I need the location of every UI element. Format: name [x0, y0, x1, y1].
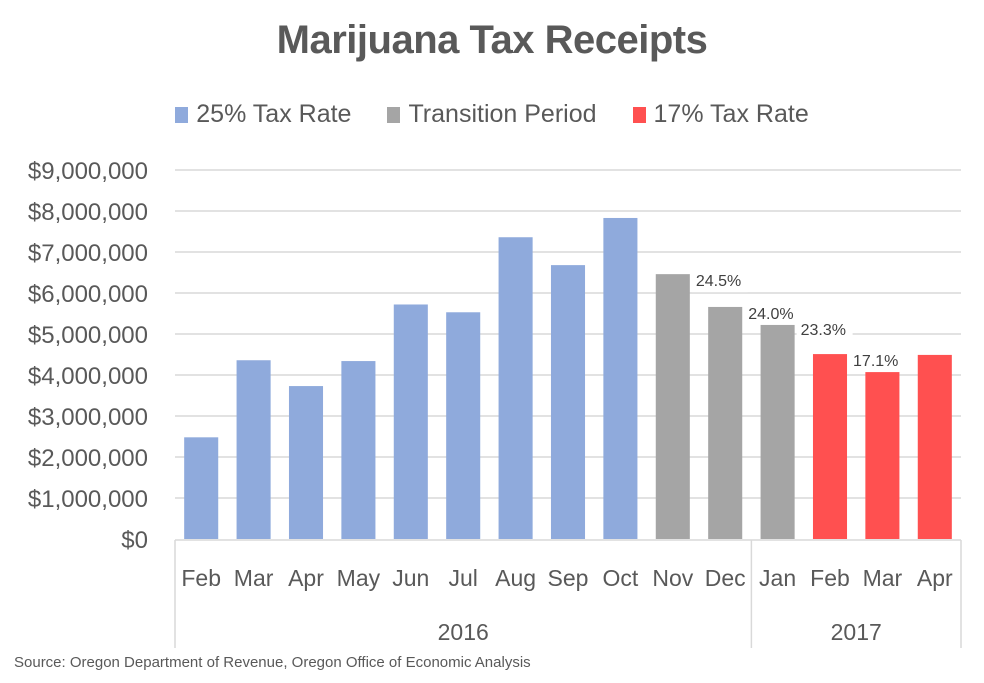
legend-item-17-percent: 17% Tax Rate	[632, 100, 809, 129]
bar	[812, 354, 848, 539]
x-tick-label: Apr	[917, 565, 953, 591]
bar	[865, 354, 900, 539]
data-label-background	[849, 350, 906, 373]
x-group-label: 2016	[438, 619, 489, 645]
bar	[288, 386, 324, 539]
bar	[760, 322, 795, 539]
y-tick-label: $8,000,000	[28, 199, 148, 226]
data-label: 17.1%	[853, 353, 898, 370]
y-tick-label: $4,000,000	[28, 363, 148, 390]
data-label-background	[744, 302, 801, 325]
x-tick-label: Dec	[705, 565, 746, 591]
y-tick-label: $0	[121, 527, 148, 554]
x-tick-label: Feb	[181, 565, 221, 591]
data-label-background	[691, 270, 748, 293]
y-tick-label: $5,000,000	[28, 322, 148, 349]
legend-swatch-17-percent	[632, 106, 646, 123]
chart-title: Marijuana Tax Receipts	[276, 18, 708, 62]
data-label: 24.5%	[696, 273, 741, 290]
bar	[550, 265, 586, 539]
x-tick-label: Feb	[810, 565, 850, 591]
legend-item-25-percent: 25% Tax Rate	[175, 100, 351, 129]
legend-label: 17% Tax Rate	[653, 100, 809, 128]
data-label-background	[796, 318, 853, 341]
x-tick-label: Jan	[759, 565, 796, 591]
y-tick-label: $1,000,000	[28, 486, 148, 513]
bar	[498, 237, 533, 540]
bar	[184, 437, 219, 539]
x-group-label: 2017	[831, 619, 882, 645]
bar	[917, 354, 952, 539]
legend-swatch-transition	[387, 106, 401, 123]
x-tick-label: Oct	[603, 565, 639, 591]
x-tick-label: Jul	[448, 565, 477, 591]
data-label: 23.3%	[801, 322, 846, 339]
legend-label: 25% Tax Rate	[196, 100, 352, 128]
x-tick-label: May	[337, 565, 381, 591]
y-tick-label: $2,000,000	[28, 445, 148, 472]
bar	[603, 217, 638, 539]
bar	[708, 306, 743, 539]
x-tick-label: Aug	[495, 565, 536, 591]
bar	[655, 274, 690, 539]
legend-swatch-25-percent	[175, 106, 189, 123]
x-tick-label: Apr	[288, 565, 324, 591]
bar	[393, 304, 428, 539]
y-tick-label: $7,000,000	[28, 240, 148, 267]
data-label: 24.0%	[748, 306, 793, 323]
y-tick-label: $3,000,000	[28, 404, 148, 431]
x-tick-label: Mar	[234, 565, 274, 591]
bar	[446, 312, 481, 539]
legend-label: Transition Period	[408, 100, 597, 128]
x-tick-label: Mar	[863, 565, 903, 591]
x-tick-label: Jun	[392, 565, 429, 591]
y-tick-label: $6,000,000	[28, 281, 148, 308]
y-tick-label: $9,000,000	[28, 158, 148, 185]
x-tick-label: Nov	[652, 565, 693, 591]
bar	[341, 361, 376, 539]
source-note: Source: Oregon Department of Revenue, Or…	[14, 654, 531, 671]
bar	[236, 360, 271, 539]
legend-item-transition: Transition Period	[387, 100, 597, 129]
legend: 25% Tax Rate Transition Period 17% Tax R…	[0, 100, 984, 129]
x-tick-label: Sep	[548, 565, 589, 591]
